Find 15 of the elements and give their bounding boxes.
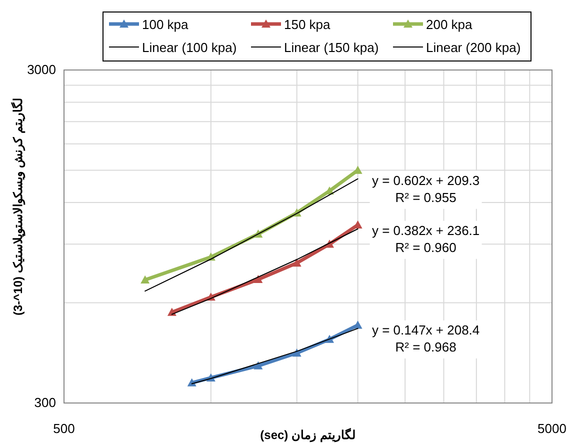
legend-label: Linear (150 kpa)	[284, 40, 379, 55]
legend-label: Linear (200 kpa)	[426, 40, 521, 55]
y-tick-label: 300	[34, 395, 56, 410]
y-axis-title: لگاریتم کرنش ویسکوالاستوپلاستیک (10^-3)	[10, 97, 26, 316]
legend-label: 200 kpa	[426, 17, 474, 32]
x-tick-label: 500	[53, 421, 75, 436]
x-tick-label: 5000	[538, 421, 566, 436]
annotation: y = 0.602x + 209.3 R² = 0.955	[370, 170, 482, 209]
legend-label: Linear (100 kpa)	[142, 40, 237, 55]
legend-label: 150 kpa	[284, 17, 332, 32]
x-axis-title: لگاریتم زمان (sec)	[260, 427, 356, 443]
annotation: y = 0.382x + 236.1 R² = 0.960	[370, 220, 482, 259]
legend-label: 100 kpa	[142, 17, 190, 32]
annotation: y = 0.147x + 208.4 R² = 0.968	[370, 320, 482, 358]
y-tick-label: 3000	[27, 62, 56, 77]
